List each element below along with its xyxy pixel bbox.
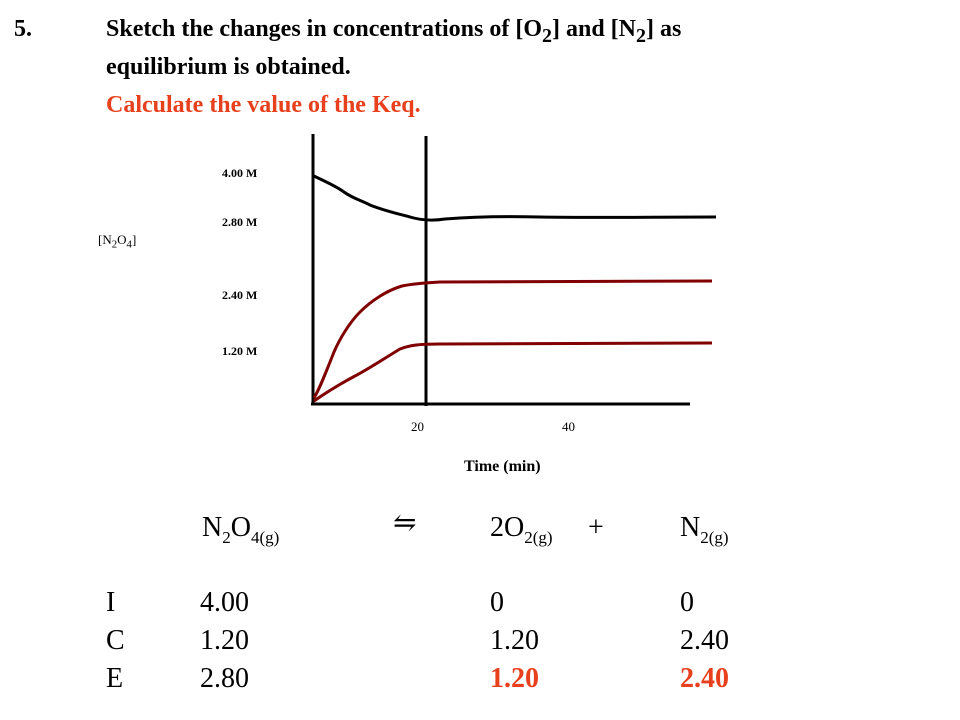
- x-tick-40: 40: [562, 419, 575, 434]
- ice-i-o2: 0: [490, 587, 504, 618]
- ice-c-n2: 2.40: [680, 625, 729, 656]
- y-tick-2-80: 2.80 M: [222, 215, 258, 229]
- ice-c-o2: 1.20: [490, 625, 539, 656]
- equilibrium-arrow: ⇋: [393, 508, 417, 539]
- ice-label-e: E: [106, 663, 124, 694]
- ice-c-n2o4: 1.20: [200, 625, 249, 656]
- question-number: 5.: [14, 16, 32, 42]
- ice-i-n2o4: 4.00: [200, 587, 249, 618]
- question-line-3: Calculate the value of the Keq.: [106, 92, 421, 118]
- ice-label-i: I: [106, 587, 116, 618]
- product-o2: 2O2(g): [490, 512, 553, 547]
- product-n2: N2(g): [680, 512, 729, 547]
- x-tick-20: 20: [411, 419, 424, 434]
- question-line-2: equilibrium is obtained.: [106, 54, 351, 80]
- ice-e-n2: 2.40: [680, 663, 729, 694]
- reactant-n2o4: N2O4(g): [202, 512, 280, 547]
- x-axis-title: Time (min): [464, 458, 541, 475]
- n2o4-curve: [313, 174, 717, 222]
- y-tick-1-20: 1.20 M: [222, 344, 258, 358]
- n2-curve: [313, 341, 713, 403]
- ice-e-o2: 1.20: [490, 663, 539, 694]
- ice-label-c: C: [106, 625, 125, 656]
- y-tick-4-00: 4.00 M: [222, 166, 258, 180]
- y-tick-2-40: 2.40 M: [222, 288, 258, 302]
- ice-e-n2o4: 2.80: [200, 663, 249, 694]
- plus-sign: +: [588, 512, 604, 543]
- question-line-1: Sketch the changes in concentrations of …: [106, 16, 682, 47]
- y-axis-label: [N2O4]: [98, 232, 137, 251]
- o2-curve: [312, 279, 713, 399]
- ice-i-n2: 0: [680, 587, 694, 618]
